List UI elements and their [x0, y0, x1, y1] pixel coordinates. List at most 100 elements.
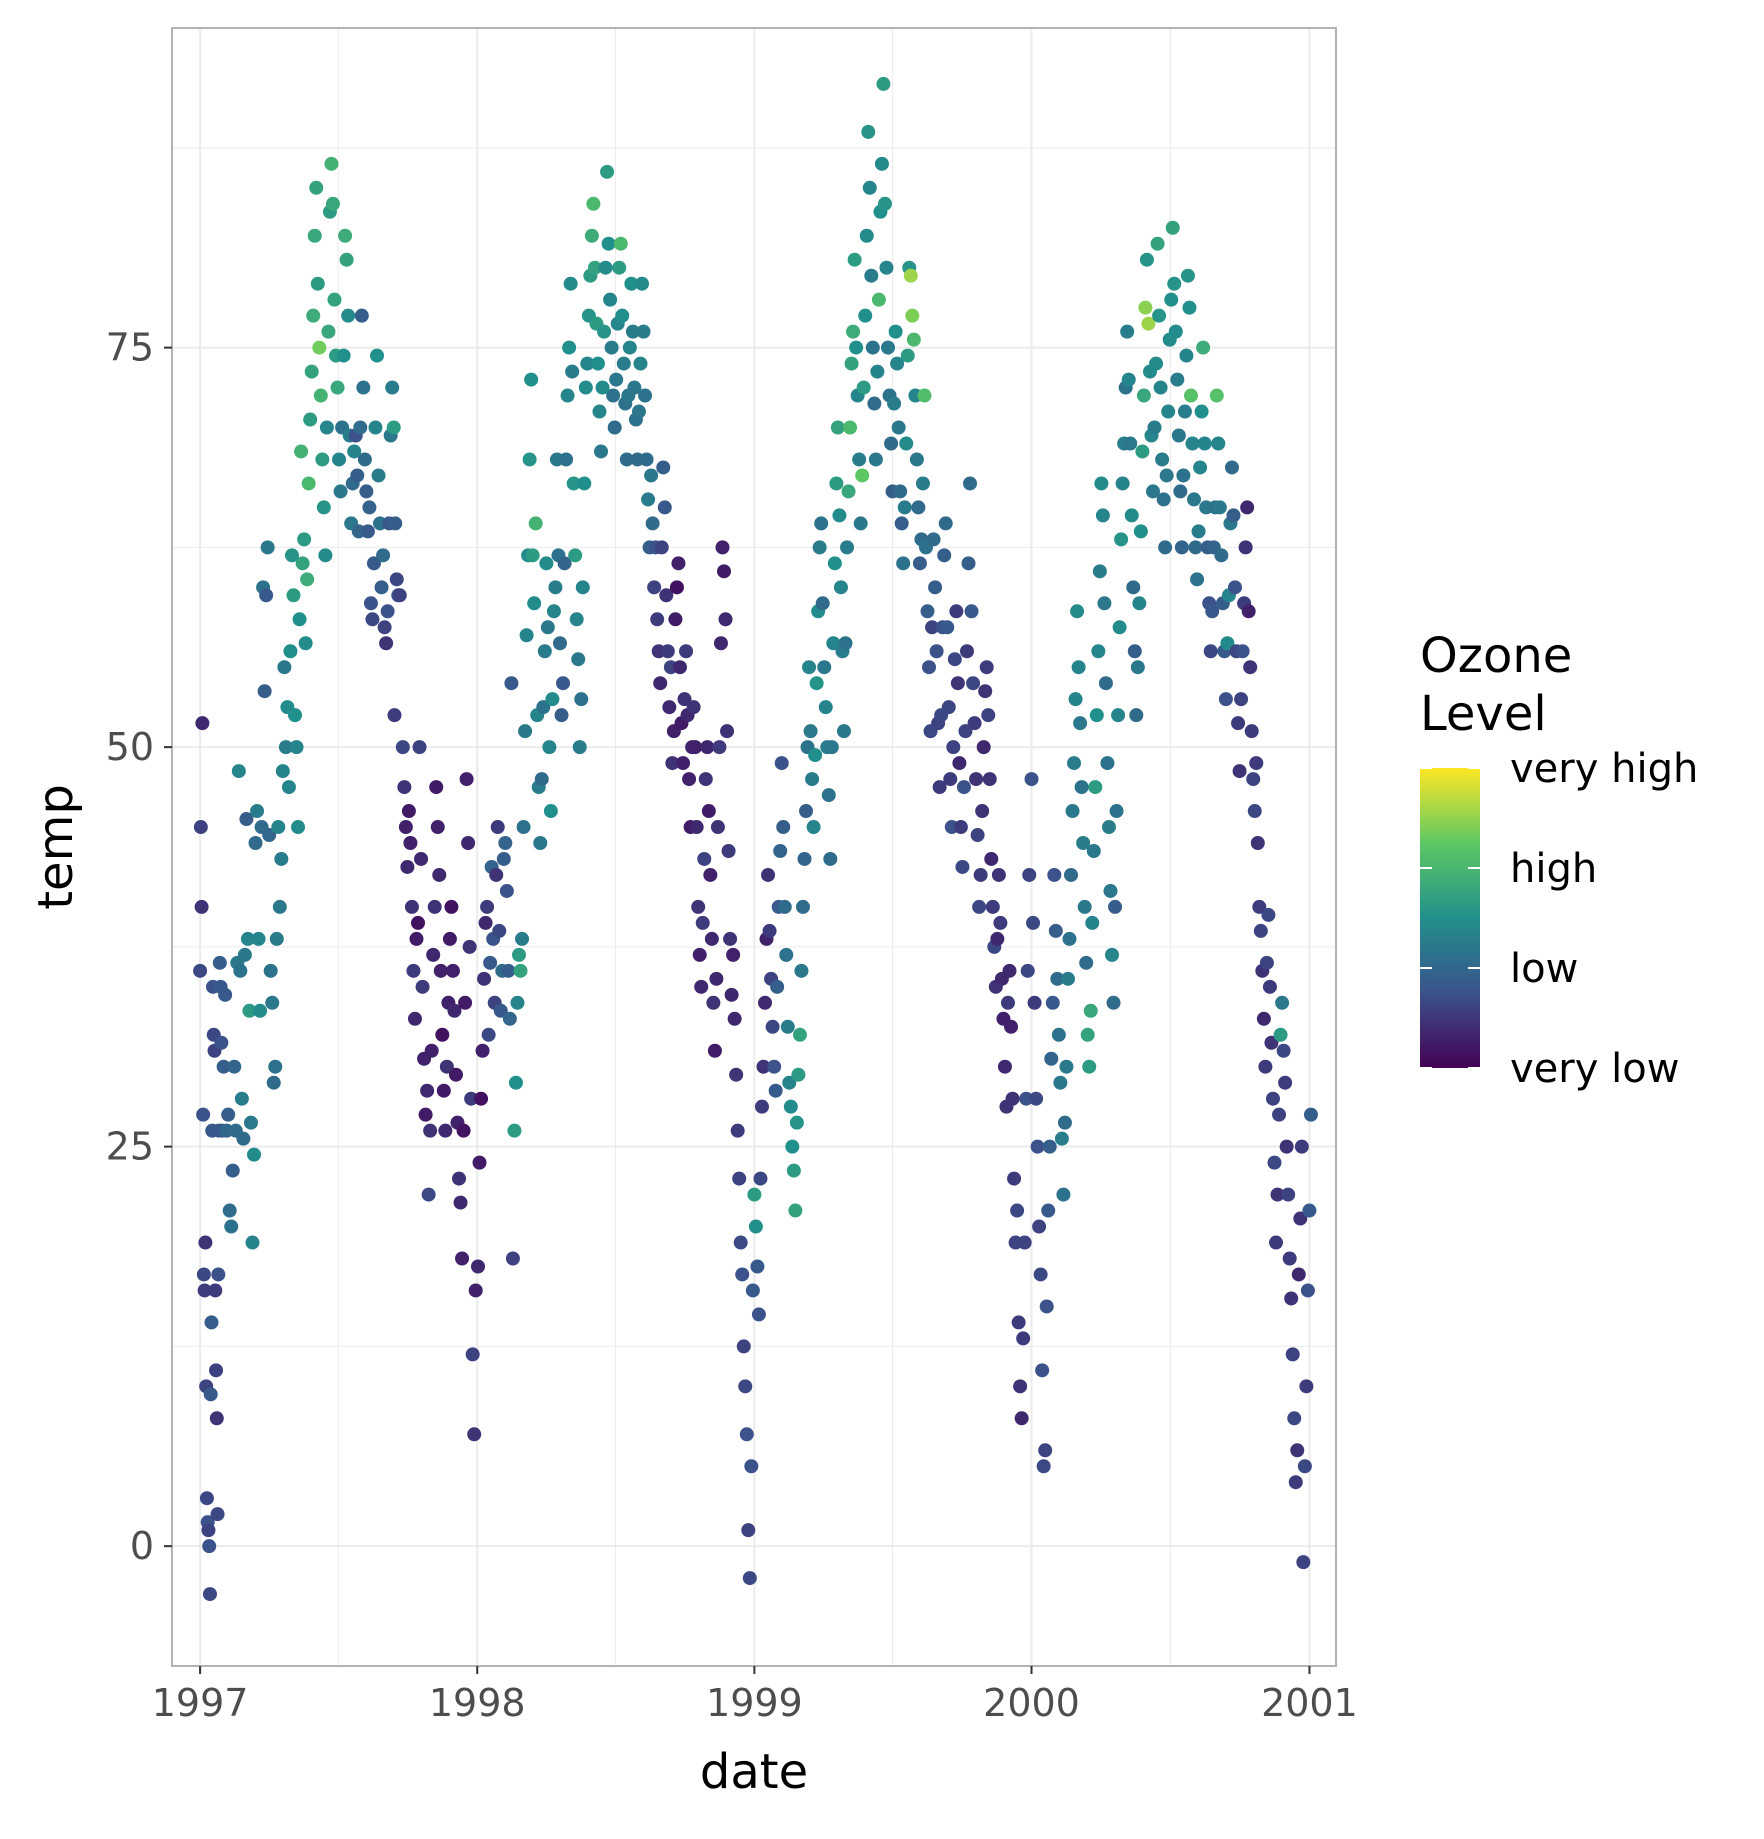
data-point	[1258, 1059, 1273, 1074]
data-point	[548, 580, 563, 595]
data-point	[733, 1235, 748, 1250]
data-point	[321, 324, 336, 339]
data-point	[1059, 1059, 1074, 1074]
y-tick-label: 50	[106, 725, 154, 769]
data-point	[1171, 428, 1186, 443]
data-point	[284, 548, 299, 563]
data-point	[911, 500, 926, 515]
data-point	[274, 851, 289, 866]
data-point	[341, 308, 356, 323]
data-point	[1106, 995, 1121, 1010]
data-point	[937, 548, 952, 563]
data-point	[388, 516, 403, 531]
data-point	[823, 851, 838, 866]
data-point	[1141, 316, 1156, 331]
data-point	[439, 1059, 454, 1074]
data-point	[259, 588, 274, 603]
data-point	[750, 1259, 765, 1274]
data-point	[1045, 995, 1060, 1010]
data-point	[768, 1083, 783, 1098]
data-point	[1050, 971, 1065, 986]
data-point	[1013, 1379, 1028, 1394]
data-point	[830, 420, 845, 435]
data-point	[542, 740, 557, 755]
data-point	[780, 1019, 795, 1034]
data-point	[961, 556, 976, 571]
data-point	[1273, 1027, 1288, 1042]
data-point	[209, 1411, 224, 1426]
data-point	[967, 716, 982, 731]
data-point	[275, 764, 290, 779]
data-point	[423, 1123, 438, 1138]
data-point	[1146, 484, 1161, 499]
data-point	[742, 1571, 757, 1586]
data-point	[420, 1083, 435, 1098]
data-point	[300, 572, 315, 587]
data-point	[1138, 300, 1153, 315]
data-point	[1167, 276, 1182, 291]
data-point	[1056, 1187, 1071, 1202]
data-point	[1179, 348, 1194, 363]
data-point	[398, 820, 413, 835]
data-point	[577, 476, 592, 491]
data-point	[956, 780, 971, 795]
data-point	[1095, 508, 1110, 523]
data-point	[505, 1251, 520, 1266]
data-point	[871, 292, 886, 307]
data-point	[691, 899, 706, 914]
data-point	[1014, 1411, 1029, 1426]
data-point	[631, 404, 646, 419]
data-point	[356, 380, 371, 395]
data-point	[1170, 372, 1185, 387]
data-point	[1033, 1267, 1048, 1282]
data-point	[536, 700, 551, 715]
data-point	[1035, 1363, 1050, 1378]
data-point	[386, 420, 401, 435]
data-point	[1218, 692, 1233, 707]
data-point	[1149, 356, 1164, 371]
colorbar	[1420, 768, 1480, 1068]
data-point	[204, 1315, 219, 1330]
data-point	[203, 1387, 218, 1402]
data-point	[336, 348, 351, 363]
data-point	[735, 1267, 750, 1282]
data-point	[1017, 1235, 1032, 1250]
data-point	[1129, 708, 1144, 723]
data-point	[1074, 780, 1089, 795]
data-point	[315, 452, 330, 467]
data-point	[1042, 1139, 1057, 1154]
data-point	[1139, 252, 1154, 267]
data-point	[963, 476, 978, 491]
data-point	[1038, 1443, 1053, 1458]
data-point	[477, 971, 492, 986]
data-point	[294, 444, 309, 459]
data-point	[802, 660, 817, 675]
data-point	[761, 867, 776, 882]
data-point	[1068, 692, 1083, 707]
data-point	[292, 612, 307, 627]
data-point	[803, 724, 818, 739]
data-point	[586, 196, 601, 211]
data-point	[380, 604, 395, 619]
data-point	[1153, 380, 1168, 395]
data-point	[710, 820, 725, 835]
data-point	[407, 1011, 422, 1026]
data-point	[467, 1427, 482, 1442]
data-point	[489, 867, 504, 882]
data-point	[286, 588, 301, 603]
data-point	[1051, 1027, 1066, 1042]
data-point	[776, 820, 791, 835]
data-point	[575, 580, 590, 595]
data-point	[1282, 1251, 1297, 1266]
data-point	[1276, 1043, 1291, 1058]
data-point	[245, 1235, 260, 1250]
data-point	[578, 380, 593, 395]
data-point	[905, 308, 920, 323]
data-point	[656, 460, 671, 475]
data-point	[533, 836, 548, 851]
data-point	[981, 708, 996, 723]
data-point	[478, 915, 493, 930]
data-point	[214, 1035, 229, 1050]
data-point	[1159, 468, 1174, 483]
data-point	[209, 1363, 224, 1378]
